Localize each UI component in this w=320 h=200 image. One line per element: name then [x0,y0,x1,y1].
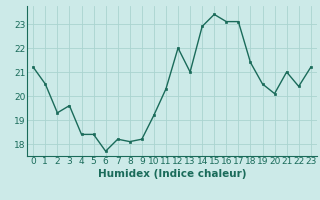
X-axis label: Humidex (Indice chaleur): Humidex (Indice chaleur) [98,169,246,179]
